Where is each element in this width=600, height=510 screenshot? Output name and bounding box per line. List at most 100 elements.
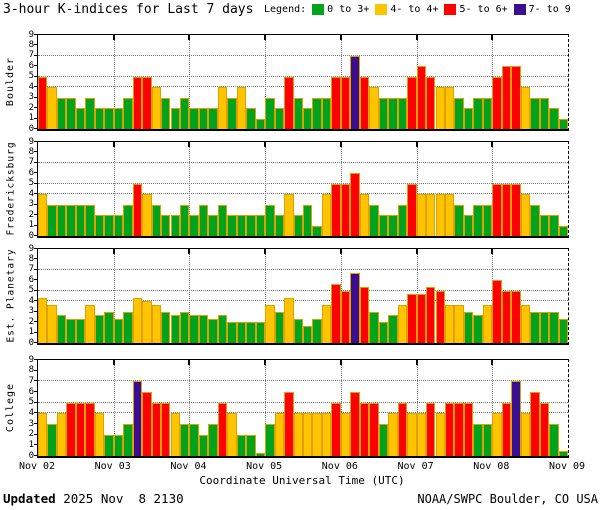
x-tick-label: Nov 04: [170, 461, 207, 472]
credit-text: NOAA/SWPC Boulder, CO USA: [417, 492, 598, 506]
k-bar: [123, 424, 133, 456]
k-bar: [104, 311, 114, 343]
k-bar: [359, 76, 370, 129]
k-bar: [161, 311, 171, 343]
k-bar: [416, 194, 427, 236]
k-bar: [85, 304, 95, 343]
k-bar: [170, 413, 180, 456]
k-bar: [388, 215, 398, 236]
gridline-y: [38, 300, 568, 302]
k-bar: [511, 290, 521, 343]
k-bar: [539, 311, 550, 343]
y-tick-label: 4: [28, 81, 34, 92]
y-tick-label: 2: [28, 102, 34, 113]
k-bar: [435, 87, 445, 129]
y-tick-label: 6: [28, 386, 34, 397]
y-tick-label: 4: [28, 188, 34, 199]
k-bar: [66, 97, 76, 129]
k-bar: [482, 424, 493, 456]
k-bar: [388, 97, 398, 129]
gridline-y: [38, 193, 568, 195]
y-tick-label: 3: [28, 199, 34, 210]
k-bar: [179, 204, 190, 236]
k-bar: [274, 215, 285, 236]
k-bar: [38, 297, 48, 343]
y-tick-label: 8: [28, 253, 34, 264]
k-bar: [312, 318, 322, 343]
gridline-y: [38, 161, 568, 163]
legend-swatch: [312, 4, 325, 15]
k-bar: [321, 413, 332, 456]
k-bar: [132, 183, 143, 236]
k-bar: [435, 194, 445, 236]
k-bar: [549, 108, 559, 129]
day-gridline: [189, 360, 191, 456]
k-bar: [463, 215, 474, 236]
k-bar: [463, 402, 474, 456]
station-label-box: College: [2, 359, 20, 455]
k-bar: [463, 311, 474, 343]
k-bar: [47, 304, 57, 343]
k-bar: [198, 204, 209, 236]
day-tick: [339, 35, 342, 40]
day-tick: [112, 35, 115, 40]
k-bar: [492, 76, 502, 129]
k-bar: [189, 215, 199, 236]
y-tick: [34, 203, 37, 205]
day-tick: [188, 142, 191, 147]
k-bar: [255, 452, 266, 456]
k-bar: [388, 315, 398, 343]
k-bar: [549, 311, 559, 343]
k-bar: [255, 215, 266, 236]
y-tick: [34, 214, 37, 216]
panel-college: [37, 359, 569, 458]
k-bar: [426, 76, 436, 129]
y-tick: [34, 300, 37, 302]
k-bar: [482, 304, 493, 343]
k-bar: [492, 183, 502, 236]
day-tick: [339, 360, 342, 365]
k-bar: [435, 413, 445, 456]
y-tick: [34, 75, 37, 77]
day-gridline: [113, 35, 115, 129]
k-bar: [274, 311, 285, 343]
y-tick: [34, 455, 37, 456]
k-bar: [113, 108, 124, 129]
y-tick: [34, 391, 37, 392]
k-bar: [303, 108, 313, 129]
legend-swatch: [444, 4, 457, 15]
k-bar: [293, 318, 303, 343]
k-bar: [359, 402, 370, 456]
station-label-box: Est. Planetary: [2, 248, 20, 342]
k-bar: [56, 204, 67, 236]
k-bar: [227, 97, 237, 129]
day-tick: [188, 249, 191, 254]
y-tick-label: 0: [28, 450, 34, 461]
updated-label: Updated: [3, 491, 56, 506]
y-tick: [34, 193, 37, 195]
k-bar: [501, 66, 512, 129]
y-tick-label: 1: [28, 439, 34, 450]
k-bar: [85, 97, 95, 129]
day-gridline: [189, 142, 191, 236]
k-bar: [312, 97, 322, 129]
legend: Legend: 0 to 3+ 4- to 4+ 5- to 6+ 7- to 9: [264, 4, 571, 15]
k-bar: [85, 402, 95, 456]
day-gridline: [113, 249, 115, 343]
k-bar: [104, 434, 114, 456]
k-bar: [416, 294, 427, 343]
k-bar: [369, 87, 379, 129]
y-tick: [34, 331, 37, 333]
y-tick-label: 1: [28, 220, 34, 231]
k-bar: [132, 297, 143, 343]
k-bar: [397, 402, 408, 456]
k-bar: [255, 322, 266, 343]
gridline-y: [38, 182, 568, 184]
station-label: Est. Planetary: [5, 247, 17, 343]
k-bar: [170, 215, 180, 236]
gridline-y: [38, 380, 568, 382]
k-bar: [520, 304, 531, 343]
day-gridline: [265, 35, 267, 129]
y-tick-label: 7: [28, 50, 34, 61]
